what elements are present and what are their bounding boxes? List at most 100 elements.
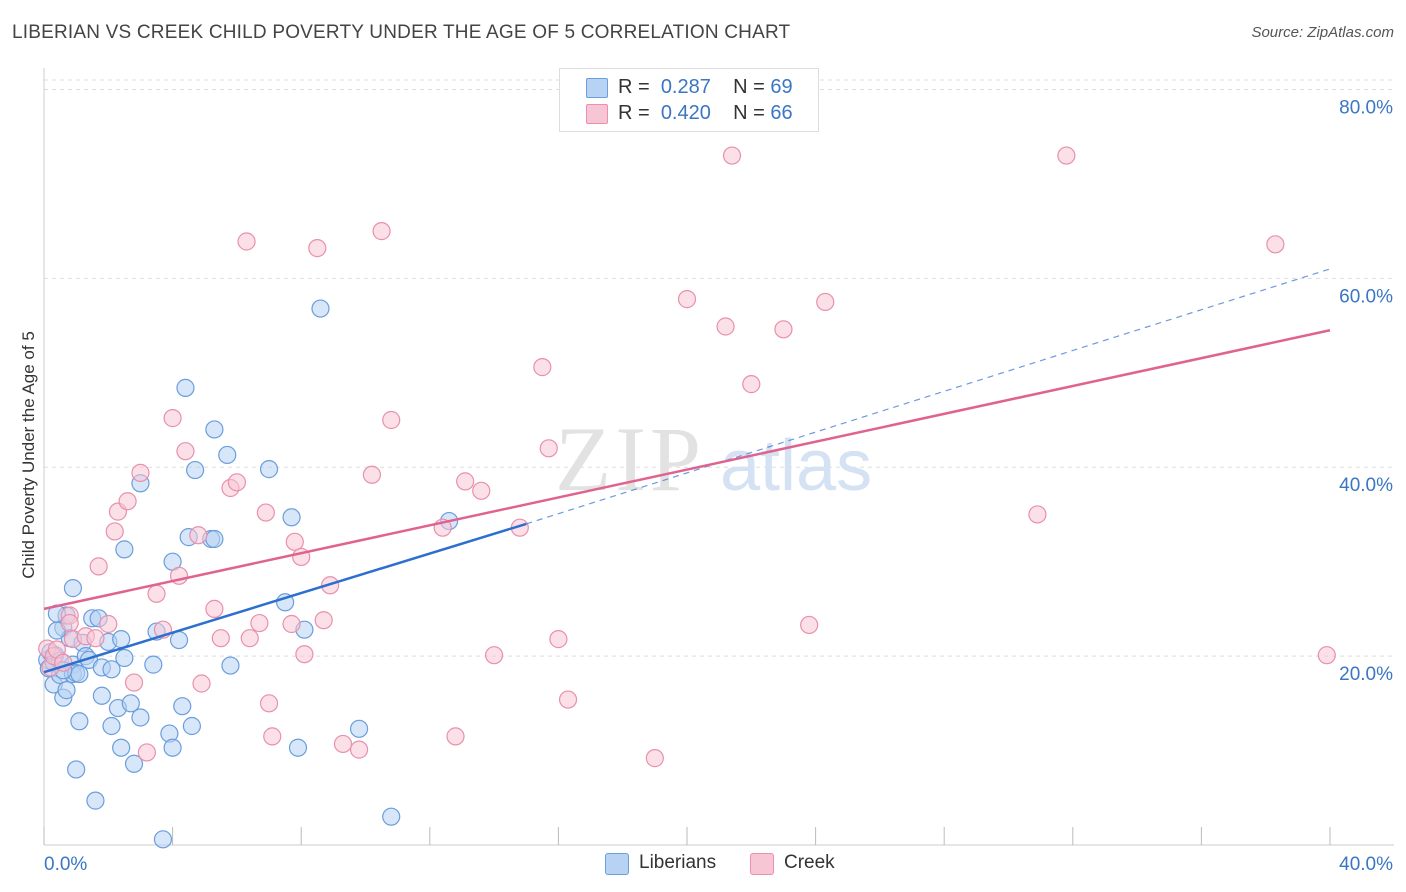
creek-point — [105, 522, 124, 541]
n-label: N = — [733, 102, 765, 124]
liberians-point — [67, 760, 86, 779]
creek-point — [485, 646, 504, 665]
creek-point — [60, 613, 79, 633]
creek-point — [89, 557, 108, 576]
creek-point — [211, 629, 230, 648]
creek-point — [382, 410, 401, 430]
creek-point — [774, 320, 793, 339]
creek-point — [1266, 235, 1285, 254]
creek-point — [362, 465, 382, 484]
creek-point — [716, 317, 735, 336]
creek-trend-line — [43, 329, 1331, 611]
liberians-trend-extension — [526, 268, 1331, 525]
creek-point — [472, 481, 491, 500]
y-tick-label: 20.0% — [1339, 664, 1393, 685]
watermark-atlas: atlas — [720, 426, 872, 506]
x-tick-label: 40.0% — [1339, 854, 1393, 875]
liberians-point — [173, 697, 192, 716]
creek-point — [349, 740, 369, 759]
liberians-point — [112, 738, 131, 757]
creek-point — [372, 222, 391, 241]
liberians-point — [205, 529, 224, 549]
liberians-point — [205, 420, 224, 439]
liberians-point — [349, 719, 369, 738]
y-tick-label: 40.0% — [1339, 475, 1393, 496]
y-tick-label: 60.0% — [1339, 286, 1393, 307]
liberians-point — [144, 655, 163, 674]
creek-point — [259, 694, 279, 713]
liberians-point — [115, 648, 134, 668]
creek-point — [176, 442, 195, 461]
creek-point — [645, 749, 664, 768]
r-value: 0.420 — [660, 102, 711, 124]
creek-point — [1057, 146, 1076, 165]
liberians-point — [57, 681, 76, 700]
liberians-swatch — [586, 78, 608, 98]
liberians-point — [112, 630, 131, 649]
creek-point — [124, 673, 144, 692]
creek-point — [189, 526, 208, 545]
liberians-point — [182, 716, 201, 736]
creek-point — [722, 146, 742, 165]
y-axis-label: Child Poverty Under the Age of 5 — [19, 331, 38, 579]
y-tick-label: 80.0% — [1339, 97, 1393, 118]
n-label: N = — [733, 76, 765, 98]
r-value: 0.287 — [660, 76, 711, 98]
liberians-point — [259, 460, 279, 479]
creek-point — [1317, 646, 1336, 665]
creek-point — [137, 743, 156, 762]
liberians-point — [282, 508, 301, 527]
creek-point — [456, 472, 475, 491]
creek-swatch — [586, 104, 608, 124]
creek-point — [282, 614, 301, 634]
creek-point — [256, 503, 275, 522]
liberians-point — [186, 460, 205, 480]
creek-point — [118, 492, 137, 511]
creek-point — [250, 613, 269, 633]
creek-point — [285, 532, 304, 551]
liberians-point — [102, 716, 121, 736]
creek-point — [539, 439, 558, 458]
liberians-point — [218, 445, 237, 465]
creek-point — [295, 645, 314, 664]
liberians-point — [288, 738, 308, 757]
creek-point — [308, 239, 327, 258]
creek-point — [1028, 505, 1047, 524]
creek-point — [549, 630, 568, 649]
creek-point — [227, 473, 246, 492]
creek-point — [816, 292, 835, 312]
creek-point — [192, 674, 211, 693]
watermark-zip: ZIP — [555, 408, 705, 510]
liberians-point — [124, 754, 144, 773]
legend-label: Liberians — [639, 852, 717, 873]
creek-point — [533, 358, 552, 377]
x-tick-label: 0.0% — [44, 854, 87, 875]
liberians-trend-line — [43, 522, 527, 674]
liberians-point — [176, 378, 195, 397]
liberians-point — [121, 694, 140, 713]
creek-point — [237, 232, 256, 251]
r-label: R = — [618, 76, 650, 98]
liberians-legend-swatch — [605, 853, 629, 875]
chart-title: LIBERIAN VS CREEK CHILD POVERTY UNDER TH… — [12, 22, 791, 43]
legend-label: Creek — [784, 852, 835, 873]
series-legend: Liberians Creek — [0, 852, 1406, 878]
creek-legend-swatch — [750, 853, 774, 875]
creek-point — [205, 599, 224, 618]
creek-point — [333, 734, 353, 754]
source-label: Source: ZipAtlas.com — [1251, 24, 1394, 41]
r-label: R = — [618, 102, 650, 124]
liberians-point — [63, 579, 83, 598]
liberians-point — [92, 686, 111, 705]
liberians-point — [311, 299, 330, 318]
liberians-point — [163, 738, 182, 757]
creek-point — [800, 615, 819, 635]
n-value: 66 — [770, 102, 793, 124]
n-value: 69 — [770, 76, 793, 98]
liberians-point — [153, 830, 173, 849]
creek-point — [446, 727, 465, 746]
creek-point — [86, 629, 105, 648]
creek-point — [742, 375, 761, 394]
liberians-point — [86, 791, 105, 810]
